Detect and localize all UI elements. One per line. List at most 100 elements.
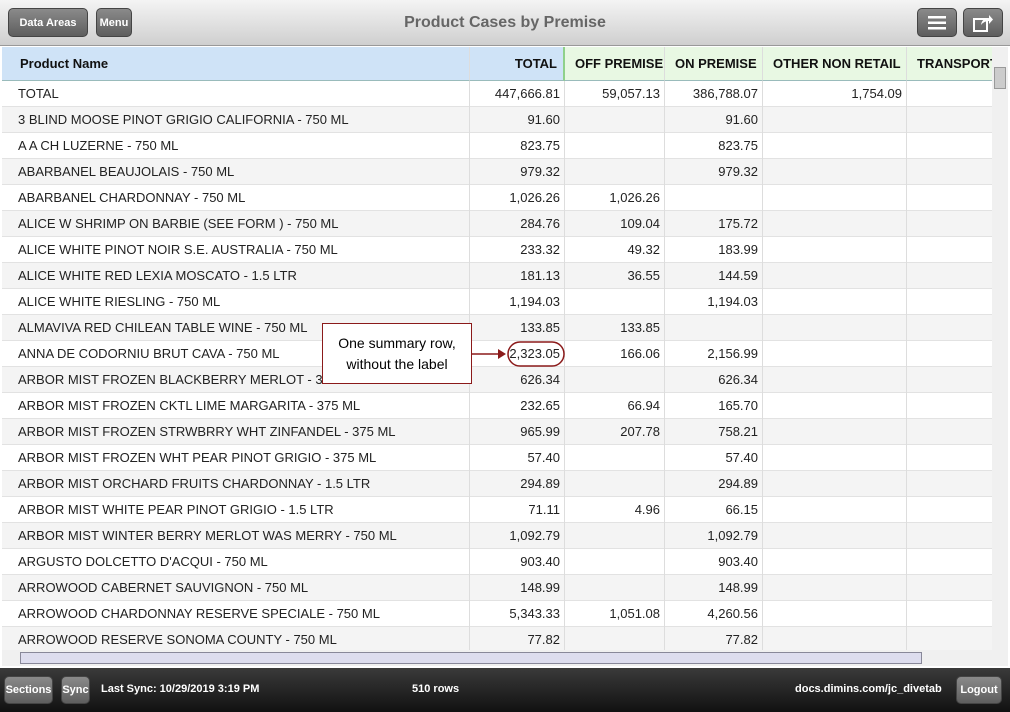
cell-value xyxy=(565,107,665,133)
column-header: TRANSPORT xyxy=(907,47,992,81)
cell-value xyxy=(565,159,665,185)
cell-value xyxy=(907,159,992,185)
last-sync: Last Sync: 10/29/2019 3:19 PM xyxy=(101,683,260,695)
bottom-bar: Sections Sync Last Sync: 10/29/2019 3:19… xyxy=(0,668,1010,712)
h-scrollbar[interactable] xyxy=(2,650,1008,666)
callout-line: One summary row, xyxy=(338,335,456,351)
cell-value xyxy=(763,601,907,627)
cell-value: 165.70 xyxy=(665,393,763,419)
cell-value: 1,026.26 xyxy=(470,185,565,211)
cell-value: 91.60 xyxy=(470,107,565,133)
cell-value: 4,260.56 xyxy=(665,601,763,627)
cell-value: 148.99 xyxy=(665,575,763,601)
sync-button[interactable]: Sync xyxy=(61,676,90,704)
cell-value xyxy=(907,341,992,367)
product-name: TOTAL xyxy=(2,81,470,107)
product-name: ALICE WHITE RED LEXIA MOSCATO - 1.5 LTR xyxy=(2,263,470,289)
cell-value: 979.32 xyxy=(665,159,763,185)
cell-value: 181.13 xyxy=(470,263,565,289)
cell-value xyxy=(565,289,665,315)
product-name: ABARBANEL CHARDONNAY - 750 ML xyxy=(2,185,470,211)
cell-value xyxy=(907,549,992,575)
cell-value: 77.82 xyxy=(665,627,763,650)
cell-value xyxy=(907,237,992,263)
cell-value: 823.75 xyxy=(665,133,763,159)
cell-value: 903.40 xyxy=(665,549,763,575)
cell-value: 903.40 xyxy=(470,549,565,575)
cell-value xyxy=(763,627,907,650)
table-row xyxy=(2,211,992,237)
cell-value: 1,026.26 xyxy=(565,185,665,211)
cell-value xyxy=(565,549,665,575)
cell-value xyxy=(907,627,992,650)
cell-value: 148.99 xyxy=(470,575,565,601)
cell-value xyxy=(763,315,907,341)
product-name: ARBOR MIST WHITE PEAR PINOT GRIGIO - 1.5… xyxy=(2,497,470,523)
share-button[interactable] xyxy=(963,8,1003,37)
cell-value xyxy=(763,159,907,185)
table: Product Name TOTAL OFF PREMISE ON PREMISE OT… xyxy=(2,47,992,650)
cell-value: 36.55 xyxy=(565,263,665,289)
table-row xyxy=(2,367,992,393)
table-row xyxy=(2,185,992,211)
table-row xyxy=(2,523,992,549)
v-thumb[interactable] xyxy=(994,67,1006,89)
cell-value: 1,194.03 xyxy=(470,289,565,315)
cell-value xyxy=(565,445,665,471)
cell-value: 979.32 xyxy=(470,159,565,185)
cell-value: 386,788.07 xyxy=(665,81,763,107)
sections-button[interactable]: Sections xyxy=(4,676,53,704)
cell-value xyxy=(565,471,665,497)
cell-value: 4.96 xyxy=(565,497,665,523)
back-button[interactable]: Data Areas xyxy=(8,8,88,37)
cell-value: 2,156.99 xyxy=(665,341,763,367)
cell-value xyxy=(907,419,992,445)
cell-value: 965.99 xyxy=(470,419,565,445)
cell-value: 133.85 xyxy=(470,315,565,341)
cell-value: 626.34 xyxy=(665,367,763,393)
cell-value: 183.99 xyxy=(665,237,763,263)
cell-value: 758.21 xyxy=(665,419,763,445)
cell-value: 109.04 xyxy=(565,211,665,237)
cell-value: 1,092.79 xyxy=(470,523,565,549)
title: Product Cases by Premise xyxy=(404,14,606,31)
column-header: OTHER NON RETAIL xyxy=(763,47,907,81)
cell-value: 59,057.13 xyxy=(565,81,665,107)
cell-value xyxy=(665,315,763,341)
cell-value: 626.34 xyxy=(470,367,565,393)
product-name: ARBOR MIST ORCHARD FRUITS CHARDONNAY - 1… xyxy=(2,471,470,497)
table-row xyxy=(2,393,992,419)
v-scrollbar[interactable] xyxy=(992,47,1008,650)
cell-value xyxy=(565,627,665,650)
cell-value xyxy=(907,575,992,601)
cell-value: 49.32 xyxy=(565,237,665,263)
cell-value xyxy=(763,549,907,575)
product-name: ARROWOOD CABERNET SAUVIGNON - 750 ML xyxy=(2,575,470,601)
cell-value: 233.32 xyxy=(470,237,565,263)
cell-value: 823.75 xyxy=(470,133,565,159)
product-name: ARBOR MIST WINTER BERRY MERLOT WAS MERRY… xyxy=(2,523,470,549)
cell-value xyxy=(565,523,665,549)
cell-value xyxy=(907,445,992,471)
list-button[interactable] xyxy=(917,8,957,37)
menu-button[interactable]: Menu xyxy=(96,8,132,37)
cell-value: 294.89 xyxy=(470,471,565,497)
cell-value xyxy=(763,263,907,289)
cell-value xyxy=(565,367,665,393)
cell-value: 66.94 xyxy=(565,393,665,419)
product-name: ALICE WHITE PINOT NOIR S.E. AUSTRALIA - … xyxy=(2,237,470,263)
table-row xyxy=(2,445,992,471)
callout: One summary row, without the label xyxy=(322,323,472,384)
cell-value: 91.60 xyxy=(665,107,763,133)
table-row xyxy=(2,237,992,263)
cell-value: 447,666.81 xyxy=(470,81,565,107)
logout-button[interactable]: Logout xyxy=(956,676,1002,704)
h-thumb[interactable] xyxy=(20,652,922,664)
cell-value: 1,051.08 xyxy=(565,601,665,627)
product-name: ARROWOOD RESERVE SONOMA COUNTY - 750 ML xyxy=(2,627,470,650)
cell-value xyxy=(907,497,992,523)
url: docs.dimins.com/jc_divetab xyxy=(795,683,942,695)
column-header: Product Name xyxy=(2,47,470,81)
table-row xyxy=(2,471,992,497)
